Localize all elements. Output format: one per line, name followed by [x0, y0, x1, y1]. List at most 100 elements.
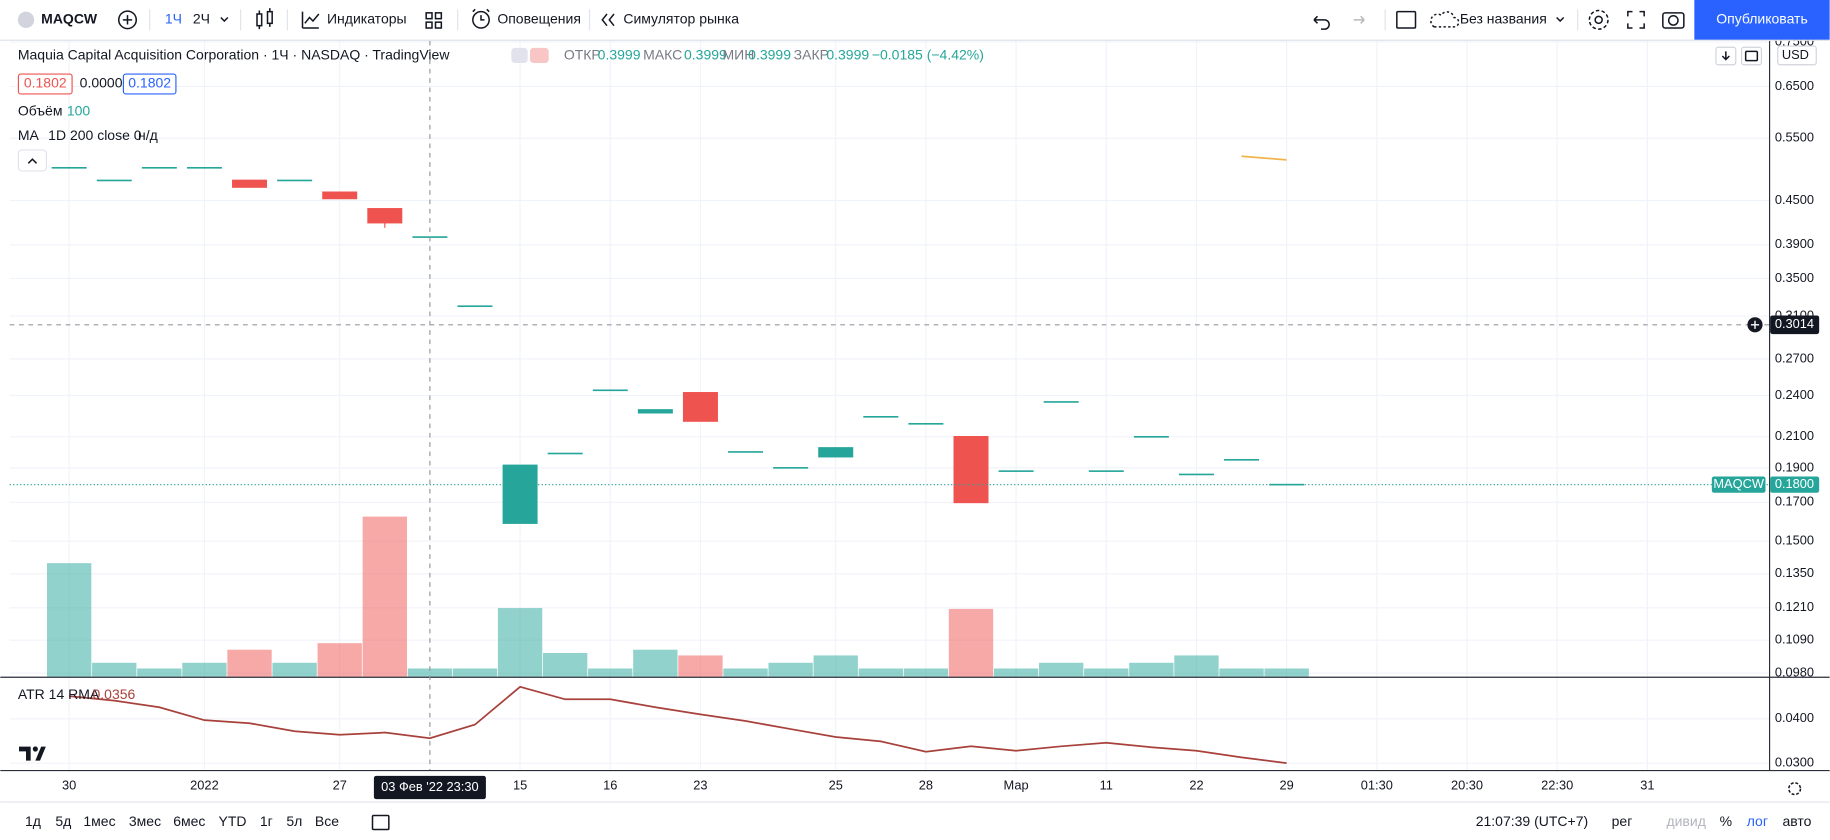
- replay-button[interactable]: Симулятор рынка: [623, 11, 739, 27]
- range-button[interactable]: 3мес: [129, 813, 161, 829]
- axis-settings[interactable]: [1788, 782, 1802, 796]
- scale-option[interactable]: авто: [1783, 813, 1812, 829]
- x-tick-label: Мар: [1004, 778, 1029, 793]
- snapshot-button[interactable]: [1662, 12, 1685, 29]
- compare-button[interactable]: [117, 10, 138, 30]
- collapse-icon: [27, 158, 38, 164]
- scale-option[interactable]: %: [1720, 813, 1732, 829]
- range-button[interactable]: 5д: [55, 813, 71, 829]
- currency-box[interactable]: [1777, 45, 1817, 66]
- chart-title: Maquia Capital Acquisition Corporation ·…: [18, 47, 450, 63]
- chart-area: 30 2022 27 15 16 23 25 28 Мар 11 22 29 01:30 20:30 22:…: [0, 33, 1830, 803]
- crosshair-time-bg: [373, 775, 486, 800]
- maximize-button[interactable]: [1741, 46, 1763, 66]
- candle-body: [186, 166, 222, 169]
- layout-button[interactable]: [1396, 10, 1417, 29]
- chart-type-button[interactable]: [256, 8, 273, 30]
- ma-status: н/д: [138, 127, 158, 143]
- y-tick-label: 0.1500: [1775, 533, 1814, 548]
- indicators-button[interactable]: Индикаторы: [327, 11, 407, 27]
- y-tick-label: 0.1350: [1775, 565, 1814, 580]
- x-tick-label: 23: [693, 778, 707, 793]
- candle-body: [728, 451, 764, 453]
- atr-tick-label: 0.0400: [1775, 710, 1814, 725]
- x-tick-label: 15: [513, 778, 527, 793]
- collapse-legend[interactable]: [17, 149, 48, 172]
- ohlc-value: 0.3999: [598, 47, 641, 63]
- redo-button[interactable]: [1353, 15, 1365, 24]
- range-button[interactable]: Все: [315, 813, 339, 829]
- layout-name[interactable]: Без названия: [1460, 11, 1547, 27]
- spread: 0.0000: [80, 75, 123, 91]
- candle-body: [51, 166, 87, 169]
- maximize-icon: [1744, 50, 1759, 62]
- buy-box[interactable]: [122, 73, 177, 95]
- alerts-icon: [472, 8, 490, 29]
- publish-button[interactable]: Опубликовать: [1716, 11, 1808, 27]
- volume-bar: [1129, 662, 1174, 677]
- volume-bar: [903, 668, 949, 677]
- interval-dropdown[interactable]: [220, 16, 229, 23]
- undo-button[interactable]: [1313, 15, 1330, 30]
- scroll-down-icon: [1721, 51, 1730, 61]
- y-tick-label: 0.2700: [1775, 350, 1814, 365]
- currency: USD: [1782, 47, 1809, 62]
- ohlc-value: 0.3999: [684, 47, 727, 63]
- last-price-label-bg: [1770, 476, 1820, 493]
- range-button[interactable]: 1мес: [83, 813, 115, 829]
- candle-body: [682, 392, 718, 422]
- sell-price[interactable]: 0.1802: [24, 75, 67, 91]
- candle-body: [1043, 401, 1079, 403]
- y-tick-label: 0.3500: [1775, 270, 1814, 285]
- x-tick-label: 30: [62, 778, 76, 793]
- add-alert-icon: [1750, 320, 1760, 329]
- range-button[interactable]: 1г: [260, 813, 273, 829]
- y-tick-label: 0.5500: [1775, 130, 1814, 145]
- candle-body: [863, 415, 899, 418]
- scale-option[interactable]: дивид: [1666, 813, 1705, 829]
- candle-body: [953, 436, 989, 504]
- candle-body: [1133, 436, 1169, 438]
- range-button[interactable]: 1д: [25, 813, 41, 829]
- x-tick-label: 11: [1100, 778, 1113, 793]
- ohlc-label: МАКС: [643, 47, 682, 63]
- ohlc-value: 0.3999: [826, 47, 869, 63]
- buy-price[interactable]: 0.1802: [128, 75, 171, 91]
- candle-body: [908, 422, 944, 425]
- scale-option[interactable]: лог: [1747, 813, 1768, 829]
- volume-bar: [362, 516, 407, 677]
- alerts-button[interactable]: Оповещения: [497, 11, 581, 27]
- range-button[interactable]: 6мес: [173, 813, 205, 829]
- volume-bar: [1039, 662, 1084, 677]
- session[interactable]: рег: [1612, 813, 1633, 829]
- settings-button[interactable]: [1588, 9, 1609, 30]
- publish-button-bg[interactable]: [1694, 0, 1830, 40]
- volume-bar: [47, 563, 92, 677]
- symbol-logo: [17, 11, 35, 28]
- candle-body: [818, 447, 854, 458]
- top-toolbar: MAQCW 1Ч 2Ч Индикаторы Оповещения Симуля…: [0, 0, 1830, 41]
- interval[interactable]: 2Ч: [193, 11, 210, 27]
- templates-button[interactable]: [425, 12, 443, 29]
- candle-body: [547, 452, 583, 455]
- layout-dropdown[interactable]: [1556, 16, 1565, 23]
- candle-body: [277, 179, 313, 182]
- interval[interactable]: 1Ч: [165, 11, 182, 27]
- volume-bar: [723, 668, 768, 677]
- sell-box[interactable]: [17, 73, 73, 95]
- crosshair-time: 03 Фев '22 23:30: [381, 779, 478, 794]
- range-button[interactable]: 5л: [286, 813, 302, 829]
- candle-body: [998, 470, 1034, 472]
- x-tick-label: 20:30: [1451, 778, 1483, 793]
- ohlc-change: −0.0185 (−4.42%): [872, 47, 984, 63]
- source-toggle[interactable]: [530, 47, 549, 63]
- candle-body: [141, 166, 177, 169]
- symbol[interactable]: MAQCW: [41, 11, 98, 27]
- ohlc-label: ОТКР: [564, 47, 601, 63]
- x-tick-label: 22:30: [1541, 778, 1573, 793]
- visibility-toggle[interactable]: [511, 47, 528, 63]
- date-range-button[interactable]: [371, 814, 390, 831]
- fullscreen-button[interactable]: [1627, 10, 1645, 29]
- range-button[interactable]: YTD: [219, 813, 247, 829]
- x-tick-label: 31: [1640, 778, 1654, 793]
